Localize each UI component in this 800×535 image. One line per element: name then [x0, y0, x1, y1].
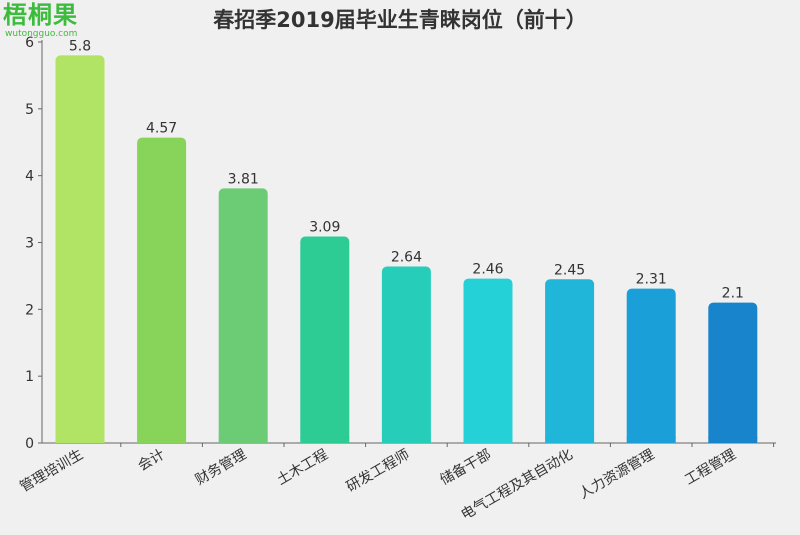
y-tick-label: 2 [25, 302, 34, 318]
bar-base [300, 437, 350, 443]
x-tick-label: 储备干部 [437, 446, 494, 489]
x-tick-label: 会计 [135, 447, 167, 475]
y-tick-label: 5 [25, 102, 34, 118]
data-label: 2.1 [722, 286, 744, 302]
y-tick-label: 0 [25, 436, 34, 452]
bar [708, 302, 758, 443]
x-tick-label: 人力资源管理 [576, 447, 657, 503]
data-label: 4.57 [146, 121, 177, 137]
bar [381, 266, 431, 443]
chart-title: 春招季2019届毕业生青睐岗位（前十） [213, 8, 587, 32]
x-tick-label: 研发工程师 [344, 447, 413, 496]
data-label: 2.64 [391, 250, 422, 266]
logo-text: 梧桐果 [3, 1, 78, 29]
bar [463, 278, 513, 443]
data-label: 2.46 [472, 262, 503, 278]
bar-base [626, 437, 676, 443]
bar [300, 236, 350, 443]
y-tick-label: 1 [25, 369, 34, 385]
y-tick-label: 3 [25, 236, 34, 252]
bar [545, 279, 595, 443]
x-tick-label: 财务管理 [193, 447, 249, 489]
x-tick-label: 管理培训生 [17, 447, 86, 496]
wutongguo-logo: 梧桐果 wutongguo.com [3, 1, 95, 41]
bar-base [137, 437, 187, 443]
y-tick-label: 4 [25, 169, 34, 185]
bar [137, 137, 187, 444]
bar-base [55, 437, 105, 443]
data-label: 3.81 [228, 171, 259, 187]
bar-base [381, 437, 431, 443]
x-tick-label: 工程管理 [682, 447, 738, 489]
bar-base [708, 437, 758, 443]
y-tick-label: 6 [25, 35, 34, 51]
bar-base [463, 437, 513, 443]
data-label: 3.09 [309, 219, 340, 235]
bar [55, 55, 105, 443]
bar [218, 188, 268, 443]
data-label: 5.8 [69, 38, 91, 54]
logo-url: wutongguo.com [5, 29, 78, 39]
data-label: 2.45 [554, 262, 585, 278]
data-label: 2.31 [636, 272, 667, 288]
bar [626, 288, 676, 443]
bar-base [218, 437, 268, 443]
bar-base [545, 437, 595, 443]
x-tick-label: 土木工程 [274, 447, 330, 489]
